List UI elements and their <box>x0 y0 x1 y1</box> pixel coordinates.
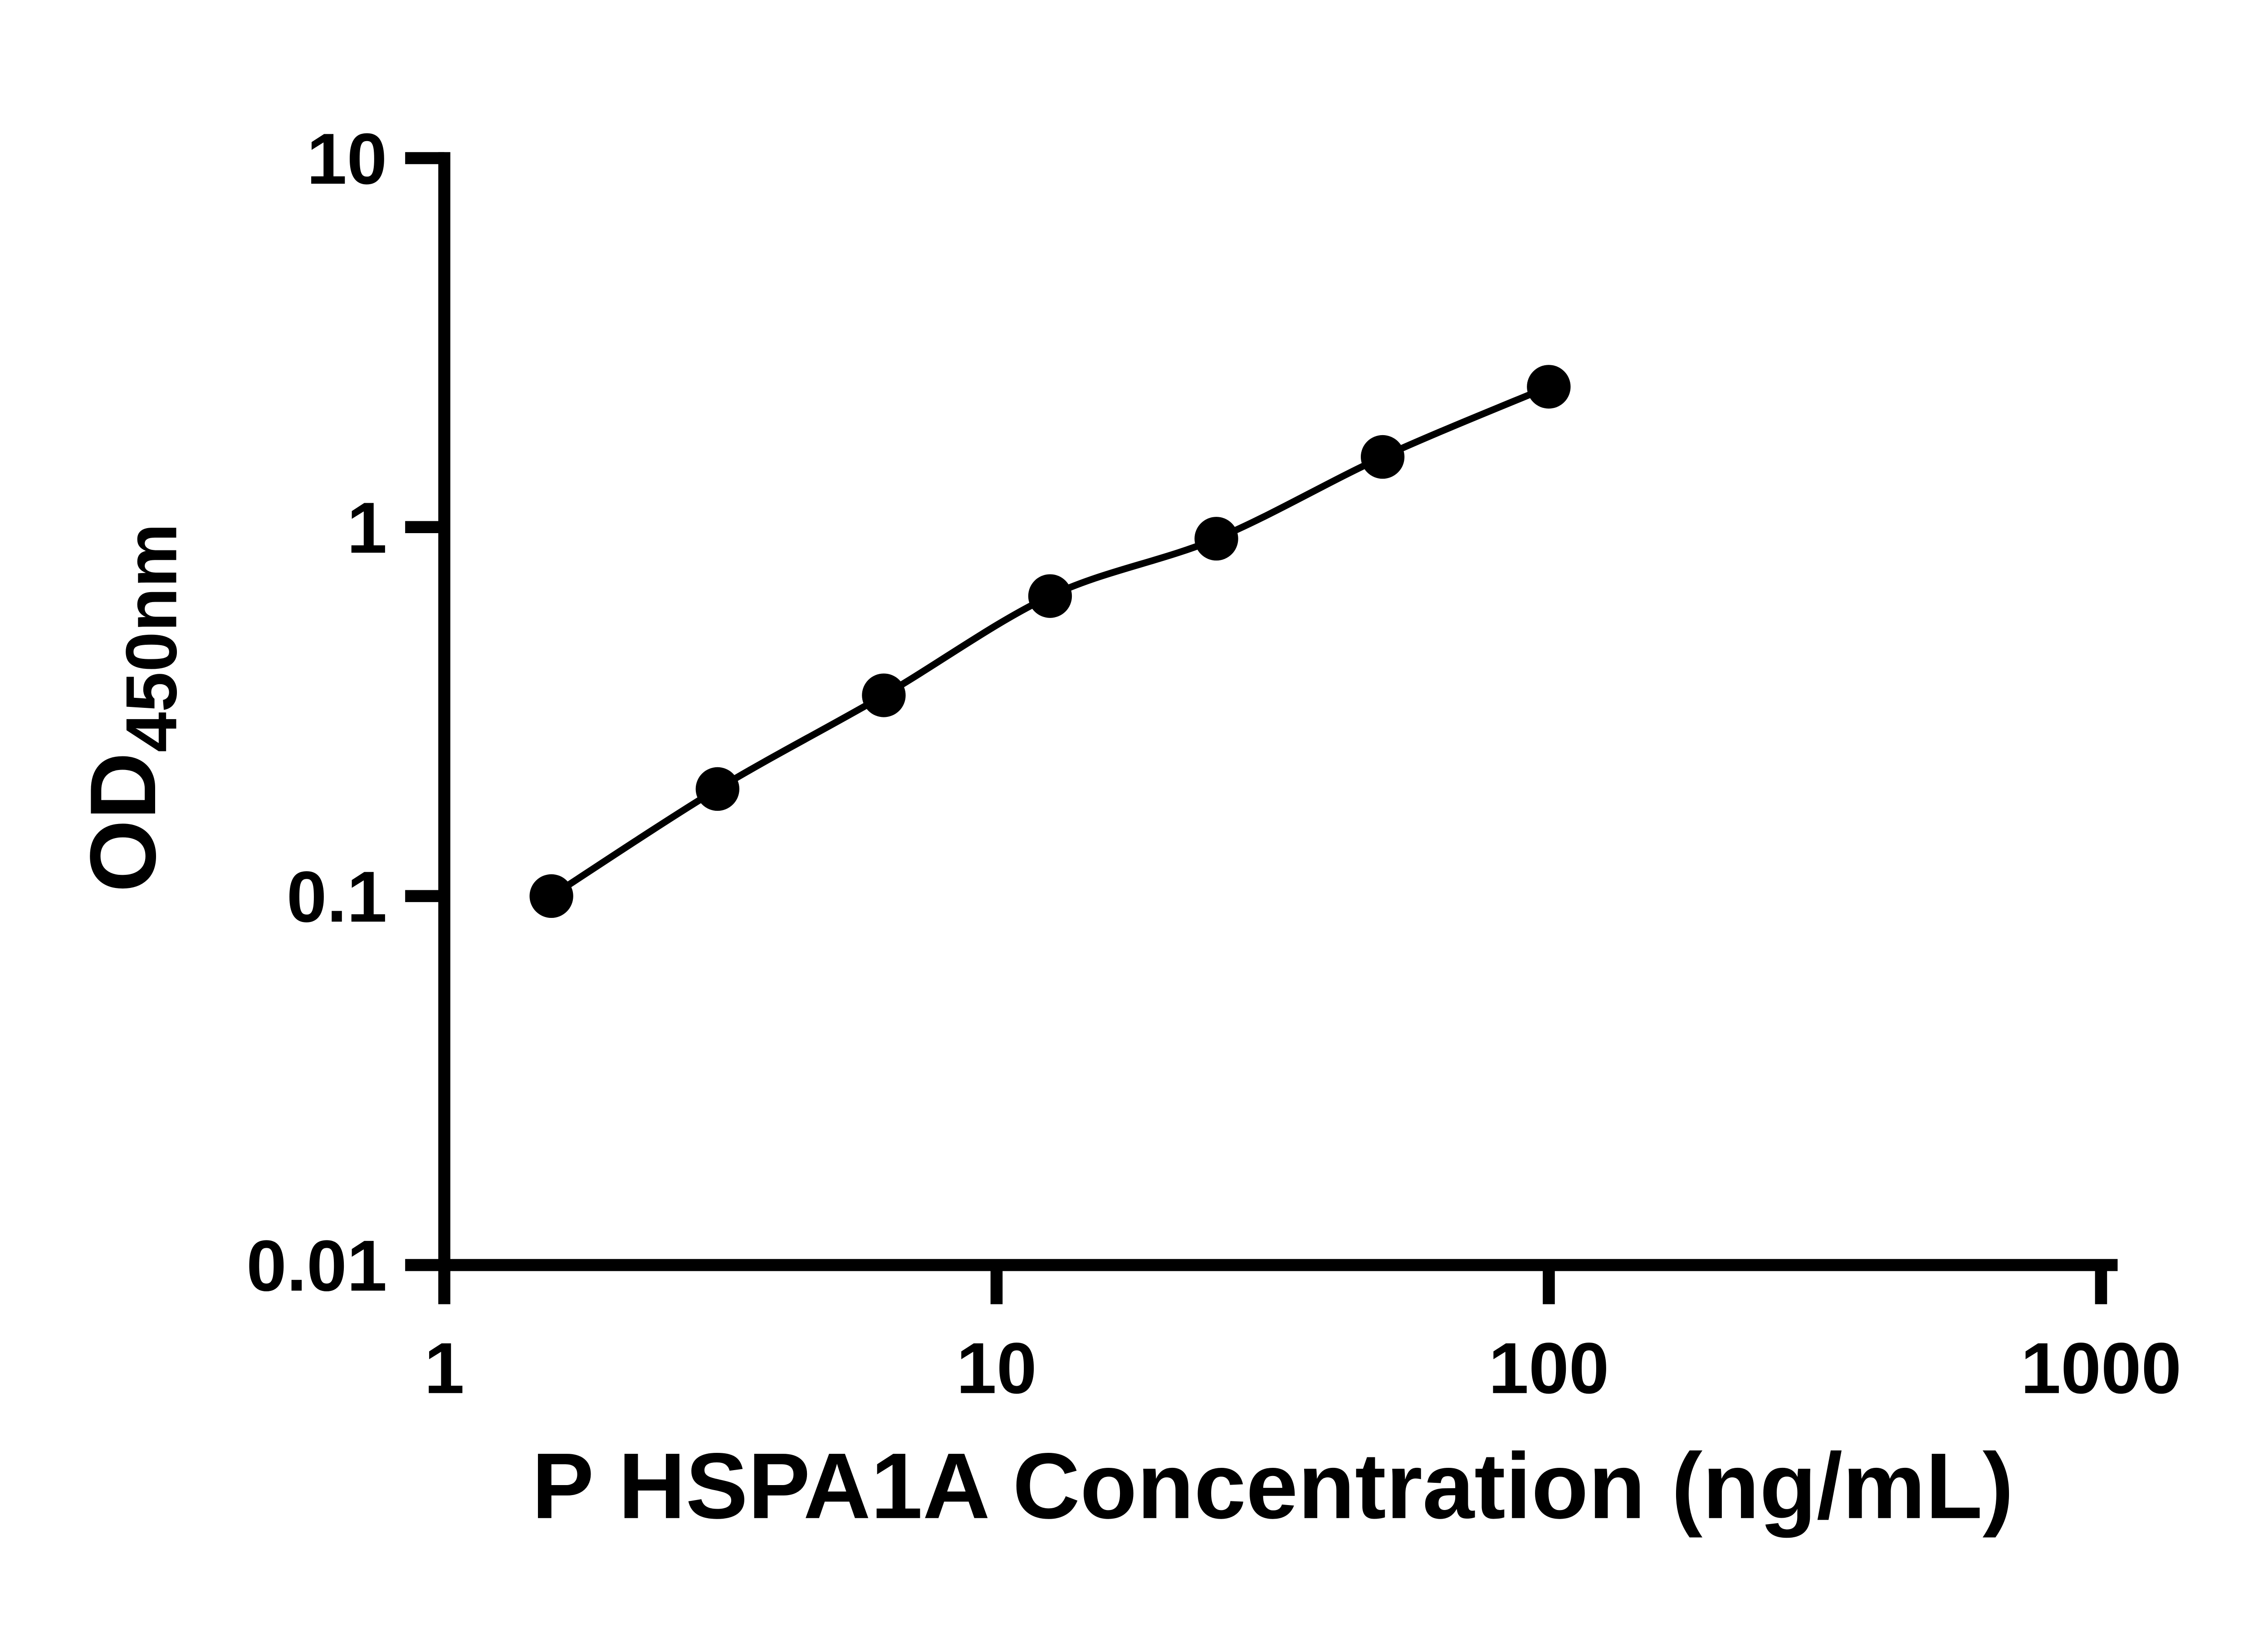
data-point-marker <box>529 874 573 918</box>
y-axis-tick-label: 0.1 <box>287 856 387 937</box>
y-axis-tick-label: 1 <box>347 487 387 568</box>
y-axis-title-sub: 450nm <box>111 523 191 752</box>
y-axis-title-main: OD <box>71 752 175 892</box>
y-axis-title: OD450nm <box>71 523 192 892</box>
x-axis-title: P HSPA1A Concentration (ng/mL) <box>532 1434 2014 1538</box>
data-point-marker <box>1028 574 1072 618</box>
chart-plot-area: 0.01 0.1 1 10 1 10 100 1000 <box>246 118 2181 1408</box>
x-axis-tick-label: 1000 <box>2021 1328 2182 1408</box>
data-point-marker <box>695 767 739 811</box>
data-point-marker <box>862 673 906 717</box>
x-axis-tick-label: 100 <box>1489 1328 1609 1408</box>
y-axis-tick-label: 0.01 <box>246 1226 387 1306</box>
x-axis-tick-label: 10 <box>956 1328 1036 1408</box>
data-point-marker <box>1360 435 1405 479</box>
data-point-marker <box>1527 365 1571 409</box>
x-axis-tick-label: 1 <box>424 1328 464 1408</box>
y-axis-tick-label: 10 <box>307 118 387 199</box>
data-point-marker <box>1194 517 1238 561</box>
